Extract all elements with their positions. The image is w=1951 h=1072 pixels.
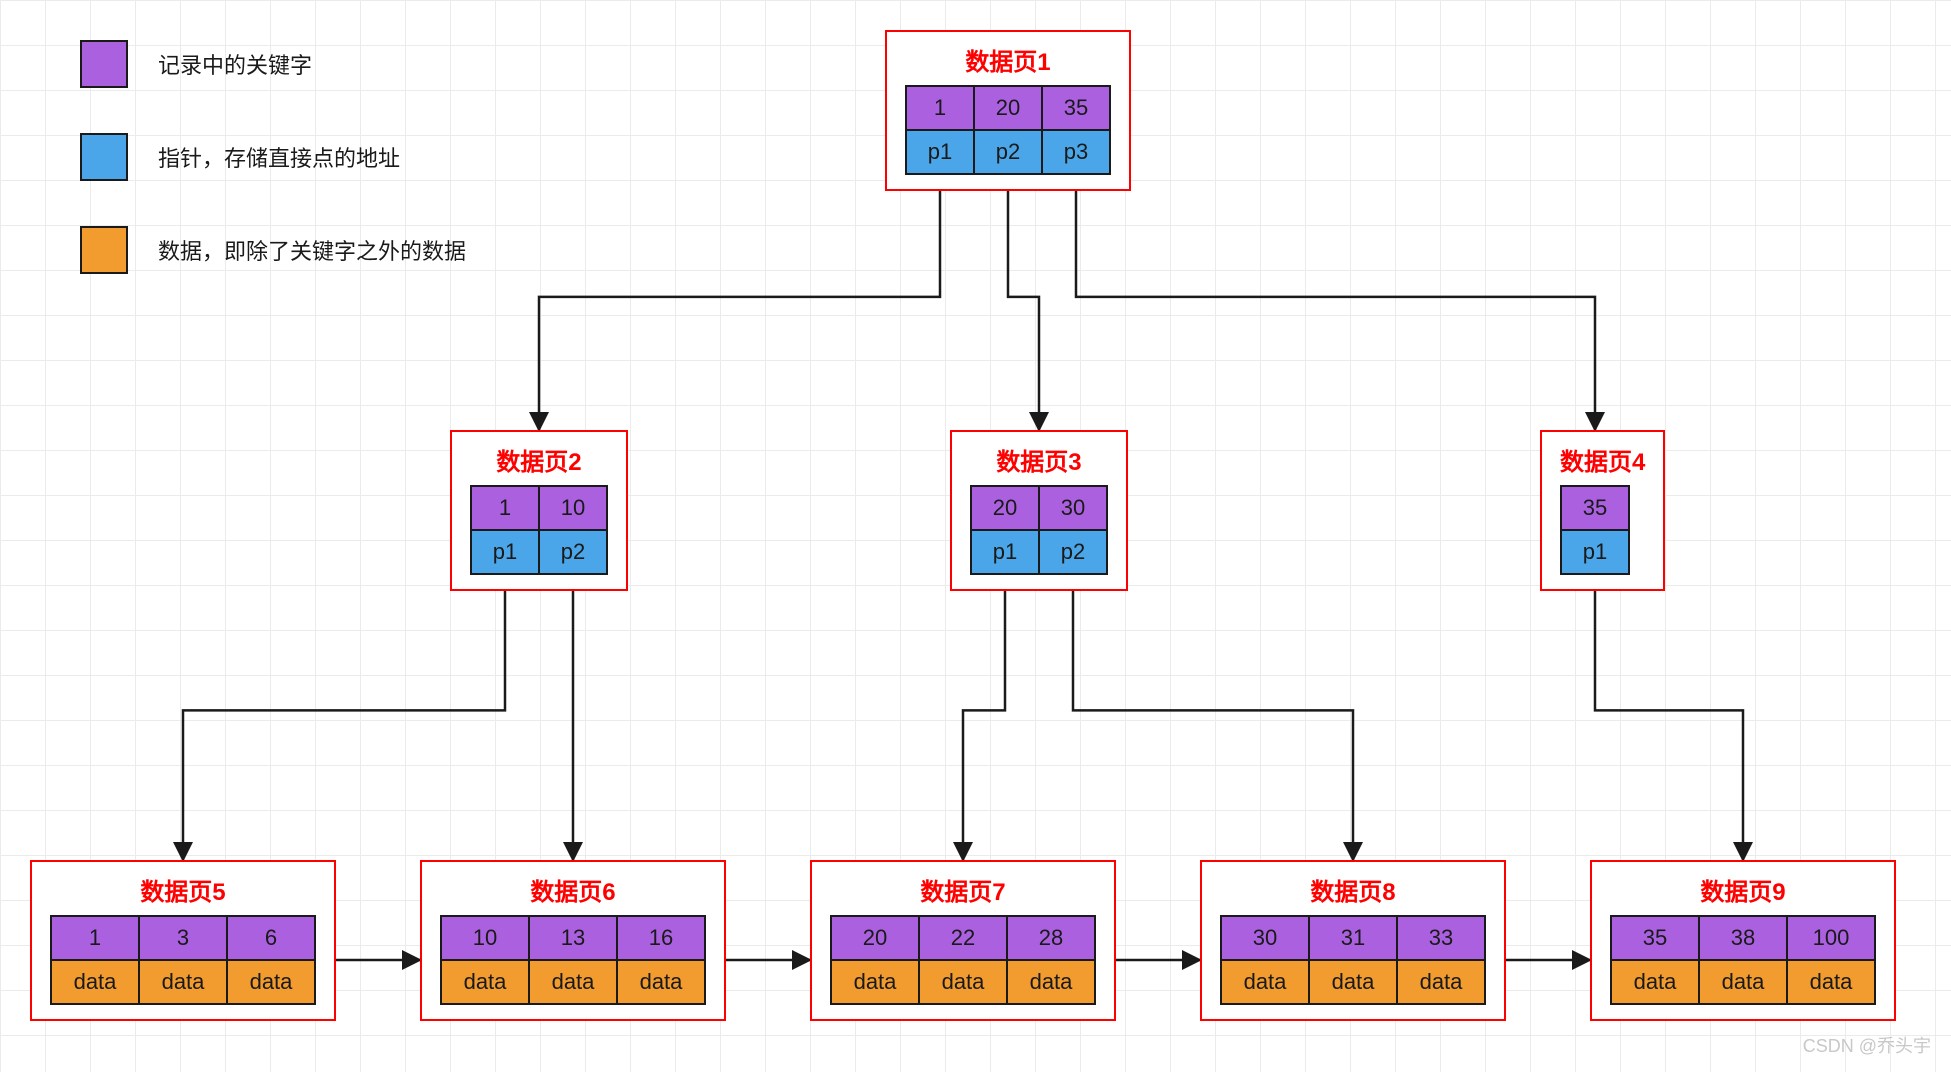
keyword-cell: 10 [440, 915, 530, 961]
legend-label: 指针，存储直接点的地址 [158, 141, 400, 173]
keyword-cell: 1 [470, 485, 540, 531]
data-page-node: 数据页2 110p1p2 [450, 430, 628, 591]
cell-row: 202228 [830, 915, 1096, 961]
keyword-cell: 3 [138, 915, 228, 961]
data-cell: data [830, 959, 920, 1005]
page-title: 数据页4 [1560, 442, 1645, 477]
data-cell: data [1396, 959, 1486, 1005]
data-cell: data [528, 959, 618, 1005]
cell-row: p1p2 [970, 531, 1108, 575]
data-cell: data [1308, 959, 1398, 1005]
page-title: 数据页6 [440, 872, 706, 907]
cell-row: datadatadata [440, 961, 706, 1005]
cell-row: p1 [1560, 531, 1645, 575]
keyword-cell: 35 [1610, 915, 1700, 961]
data-cell: data [440, 959, 530, 1005]
keyword-cell: 10 [538, 485, 608, 531]
data-page-node: 数据页6101316datadatadata [420, 860, 726, 1021]
page-title: 数据页3 [970, 442, 1108, 477]
data-cell: data [1006, 959, 1096, 1005]
page-title: 数据页1 [905, 42, 1111, 77]
data-page-node: 数据页93538100datadatadata [1590, 860, 1896, 1021]
data-cell: data [918, 959, 1008, 1005]
keyword-cell: 20 [830, 915, 920, 961]
data-page-node: 数据页7202228datadatadata [810, 860, 1116, 1021]
keyword-cell: 22 [918, 915, 1008, 961]
data-cell: data [1610, 959, 1700, 1005]
legend-row: 指针，存储直接点的地址 [80, 133, 466, 181]
cell-row: p1p2p3 [905, 131, 1111, 175]
pointer-cell: p2 [538, 529, 608, 575]
keyword-cell: 33 [1396, 915, 1486, 961]
data-cell: data [1220, 959, 1310, 1005]
keyword-cell: 20 [970, 485, 1040, 531]
keyword-cell: 30 [1220, 915, 1310, 961]
legend-row: 记录中的关键字 [80, 40, 466, 88]
cell-row: datadatadata [1610, 961, 1876, 1005]
cell-row: 101316 [440, 915, 706, 961]
keyword-cell: 38 [1698, 915, 1788, 961]
cell-row: datadatadata [1220, 961, 1486, 1005]
data-cell: data [616, 959, 706, 1005]
pointer-cell: p1 [1560, 529, 1630, 575]
data-cell: data [1698, 959, 1788, 1005]
legend-swatch [80, 226, 128, 274]
legend-label: 数据，即除了关键字之外的数据 [158, 234, 466, 266]
data-page-node: 数据页4 35p1 [1540, 430, 1665, 591]
keyword-cell: 20 [973, 85, 1043, 131]
pointer-cell: p2 [973, 129, 1043, 175]
data-cell: data [138, 959, 228, 1005]
keyword-cell: 16 [616, 915, 706, 961]
page-title: 数据页9 [1610, 872, 1876, 907]
page-title: 数据页7 [830, 872, 1096, 907]
pointer-cell: p3 [1041, 129, 1111, 175]
cell-row: datadatadata [830, 961, 1096, 1005]
data-page-node: 数据页3 2030p1p2 [950, 430, 1128, 591]
data-cell: data [1786, 959, 1876, 1005]
pointer-cell: p2 [1038, 529, 1108, 575]
keyword-cell: 35 [1041, 85, 1111, 131]
cell-row: 303133 [1220, 915, 1486, 961]
cell-row: p1p2 [470, 531, 608, 575]
data-cell: data [226, 959, 316, 1005]
keyword-cell: 28 [1006, 915, 1096, 961]
cell-row: 136 [50, 915, 316, 961]
page-title: 数据页5 [50, 872, 316, 907]
keyword-cell: 31 [1308, 915, 1398, 961]
keyword-cell: 35 [1560, 485, 1630, 531]
cell-row: 110 [470, 485, 608, 531]
legend-label: 记录中的关键字 [158, 48, 312, 80]
cell-row: 12035 [905, 85, 1111, 131]
data-page-node: 数据页5136datadatadata [30, 860, 336, 1021]
pointer-cell: p1 [970, 529, 1040, 575]
watermark: CSDN @乔头宇 [1803, 1032, 1931, 1058]
keyword-cell: 100 [1786, 915, 1876, 961]
cell-row: 3538100 [1610, 915, 1876, 961]
keyword-cell: 30 [1038, 485, 1108, 531]
legend-swatch [80, 40, 128, 88]
data-page-node: 数据页112035p1p2p3 [885, 30, 1131, 191]
keyword-cell: 1 [905, 85, 975, 131]
keyword-cell: 13 [528, 915, 618, 961]
cell-row: 35 [1560, 485, 1645, 531]
pointer-cell: p1 [905, 129, 975, 175]
legend: 记录中的关键字指针，存储直接点的地址数据，即除了关键字之外的数据 [80, 40, 466, 319]
page-title: 数据页8 [1220, 872, 1486, 907]
cell-row: datadatadata [50, 961, 316, 1005]
data-cell: data [50, 959, 140, 1005]
cell-row: 2030 [970, 485, 1108, 531]
keyword-cell: 6 [226, 915, 316, 961]
data-page-node: 数据页8303133datadatadata [1200, 860, 1506, 1021]
legend-swatch [80, 133, 128, 181]
page-title: 数据页2 [470, 442, 608, 477]
pointer-cell: p1 [470, 529, 540, 575]
keyword-cell: 1 [50, 915, 140, 961]
legend-row: 数据，即除了关键字之外的数据 [80, 226, 466, 274]
